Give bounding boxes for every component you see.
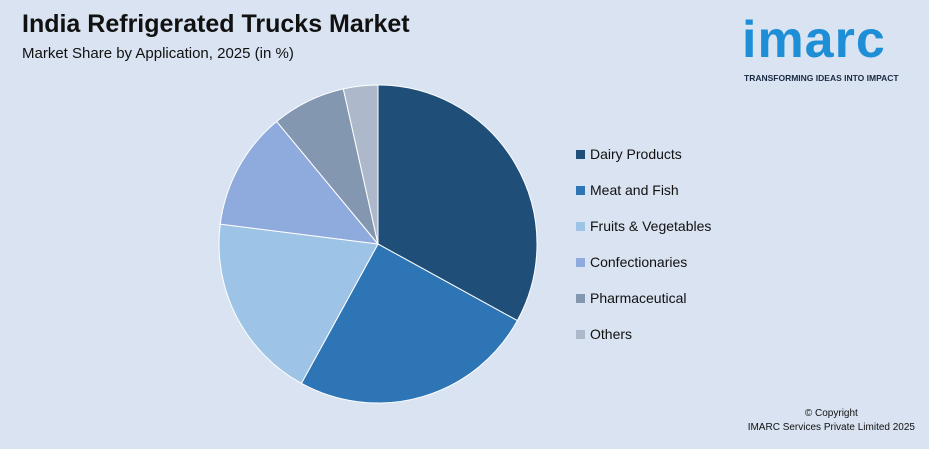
pie-slice-fruits-vegetables bbox=[218, 223, 379, 385]
legend-swatch bbox=[576, 221, 585, 231]
legend-swatch bbox=[576, 329, 585, 339]
copyright-company: IMARC Services Private Limited 2025 bbox=[747, 422, 915, 433]
legend-label: Others bbox=[590, 326, 633, 342]
copyright-line: © Copyright bbox=[804, 408, 858, 419]
chart-title: India Refrigerated Trucks Market bbox=[22, 10, 410, 38]
legend-item: Confectionaries bbox=[576, 253, 711, 271]
legend-swatch bbox=[576, 149, 585, 159]
legend-label: Dairy Products bbox=[590, 146, 682, 162]
legend-item: Dairy Products bbox=[576, 145, 711, 163]
pie-slice-meat-and-fish bbox=[300, 243, 519, 404]
legend-swatch bbox=[576, 185, 585, 195]
legend-label: Fruits & Vegetables bbox=[590, 218, 712, 234]
legend-item: Meat and Fish bbox=[576, 181, 711, 199]
chart-subtitle: Market Share by Application, 2025 (in %) bbox=[22, 45, 294, 62]
legend-label: Pharmaceutical bbox=[590, 290, 687, 306]
pie-slice-others bbox=[342, 84, 379, 245]
imarc-logo: imarc TRANSFORMING IDEAS INTO IMPACT bbox=[742, 8, 922, 88]
legend-item: Others bbox=[576, 325, 711, 343]
logo-wordmark: imarc bbox=[742, 11, 886, 69]
legend-label: Confectionaries bbox=[590, 254, 688, 270]
legend-item: Pharmaceutical bbox=[576, 289, 711, 307]
legend-swatch bbox=[576, 257, 585, 267]
pie-slice-confectionaries bbox=[219, 120, 380, 245]
legend-label: Meat and Fish bbox=[590, 182, 679, 198]
chart-legend: Dairy Products Meat and Fish Fruits & Ve… bbox=[576, 145, 711, 361]
pie-slice-dairy-products bbox=[377, 84, 538, 322]
legend-swatch bbox=[576, 293, 585, 303]
legend-item: Fruits & Vegetables bbox=[576, 217, 711, 235]
logo-tagline: TRANSFORMING IDEAS INTO IMPACT bbox=[744, 73, 899, 83]
copyright-notice: © Copyright IMARC Services Private Limit… bbox=[748, 407, 915, 435]
